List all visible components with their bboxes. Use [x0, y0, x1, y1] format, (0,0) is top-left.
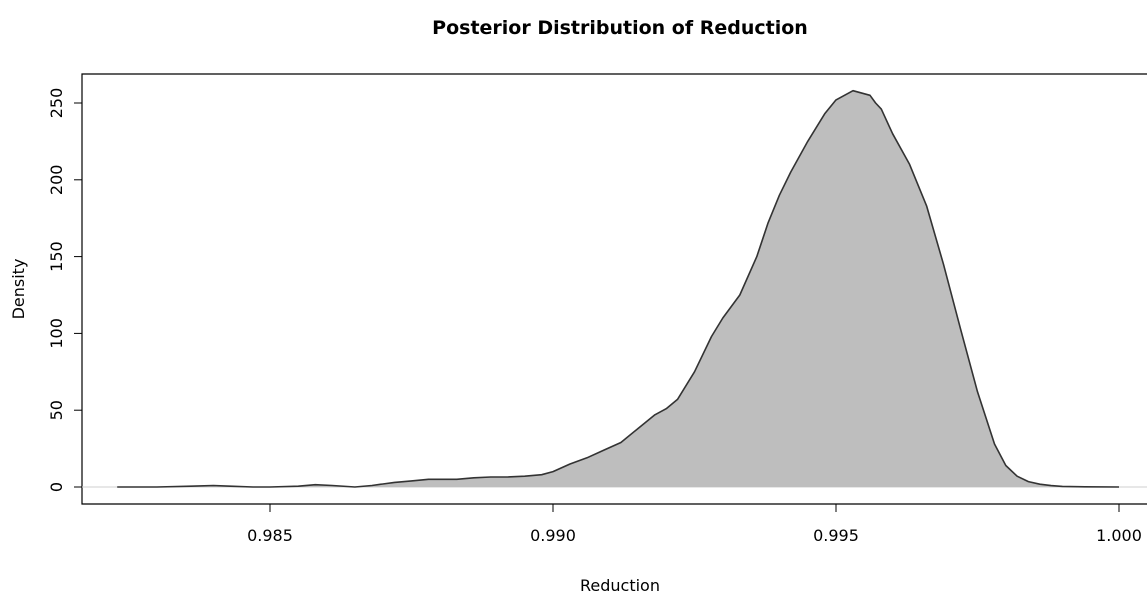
- x-tick-label-1: 0.990: [530, 526, 576, 545]
- y-tick-label-4: 200: [47, 165, 66, 196]
- plot-layer: 0.985 0.990 0.995 1.000 0 50 100 150 200 250: [47, 73, 1147, 545]
- x-tick-label-3: 1.000: [1096, 526, 1142, 545]
- density-line-0: [117, 89, 1120, 488]
- chart-title: Posterior Distribution of Reduction: [432, 17, 808, 39]
- y-tick-label-5: 250: [47, 88, 66, 119]
- x-axis-title: Reduction: [580, 576, 660, 592]
- y-tick-label-2: 100: [47, 318, 66, 349]
- y-tick-label-0: 0: [47, 482, 66, 492]
- plot-frame: [81, 73, 1147, 505]
- y-tick-label-1: 50: [47, 400, 66, 420]
- x-tick-label-2: 0.995: [813, 526, 859, 545]
- y-tick-label-3: 150: [47, 241, 66, 272]
- y-axis-title: Density: [9, 259, 28, 320]
- density-area-0: [117, 90, 1119, 487]
- x-tick-label-0: 0.985: [247, 526, 293, 545]
